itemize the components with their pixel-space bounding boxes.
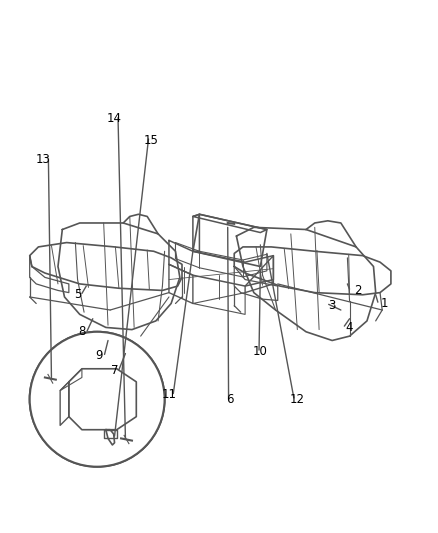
Text: 15: 15 — [144, 134, 159, 147]
Circle shape — [30, 332, 165, 467]
Text: 12: 12 — [290, 393, 305, 406]
Text: 9: 9 — [95, 349, 103, 362]
Text: 7: 7 — [111, 365, 118, 377]
Text: 2: 2 — [354, 284, 362, 297]
Text: 4: 4 — [346, 321, 353, 334]
Text: 8: 8 — [78, 325, 85, 338]
Text: 5: 5 — [74, 288, 81, 301]
Text: 1: 1 — [381, 297, 388, 310]
Text: 11: 11 — [162, 389, 177, 401]
Text: 6: 6 — [226, 393, 233, 406]
Text: 10: 10 — [253, 345, 268, 358]
Text: 14: 14 — [107, 112, 122, 125]
Text: 3: 3 — [328, 299, 336, 312]
Text: 13: 13 — [35, 154, 50, 166]
